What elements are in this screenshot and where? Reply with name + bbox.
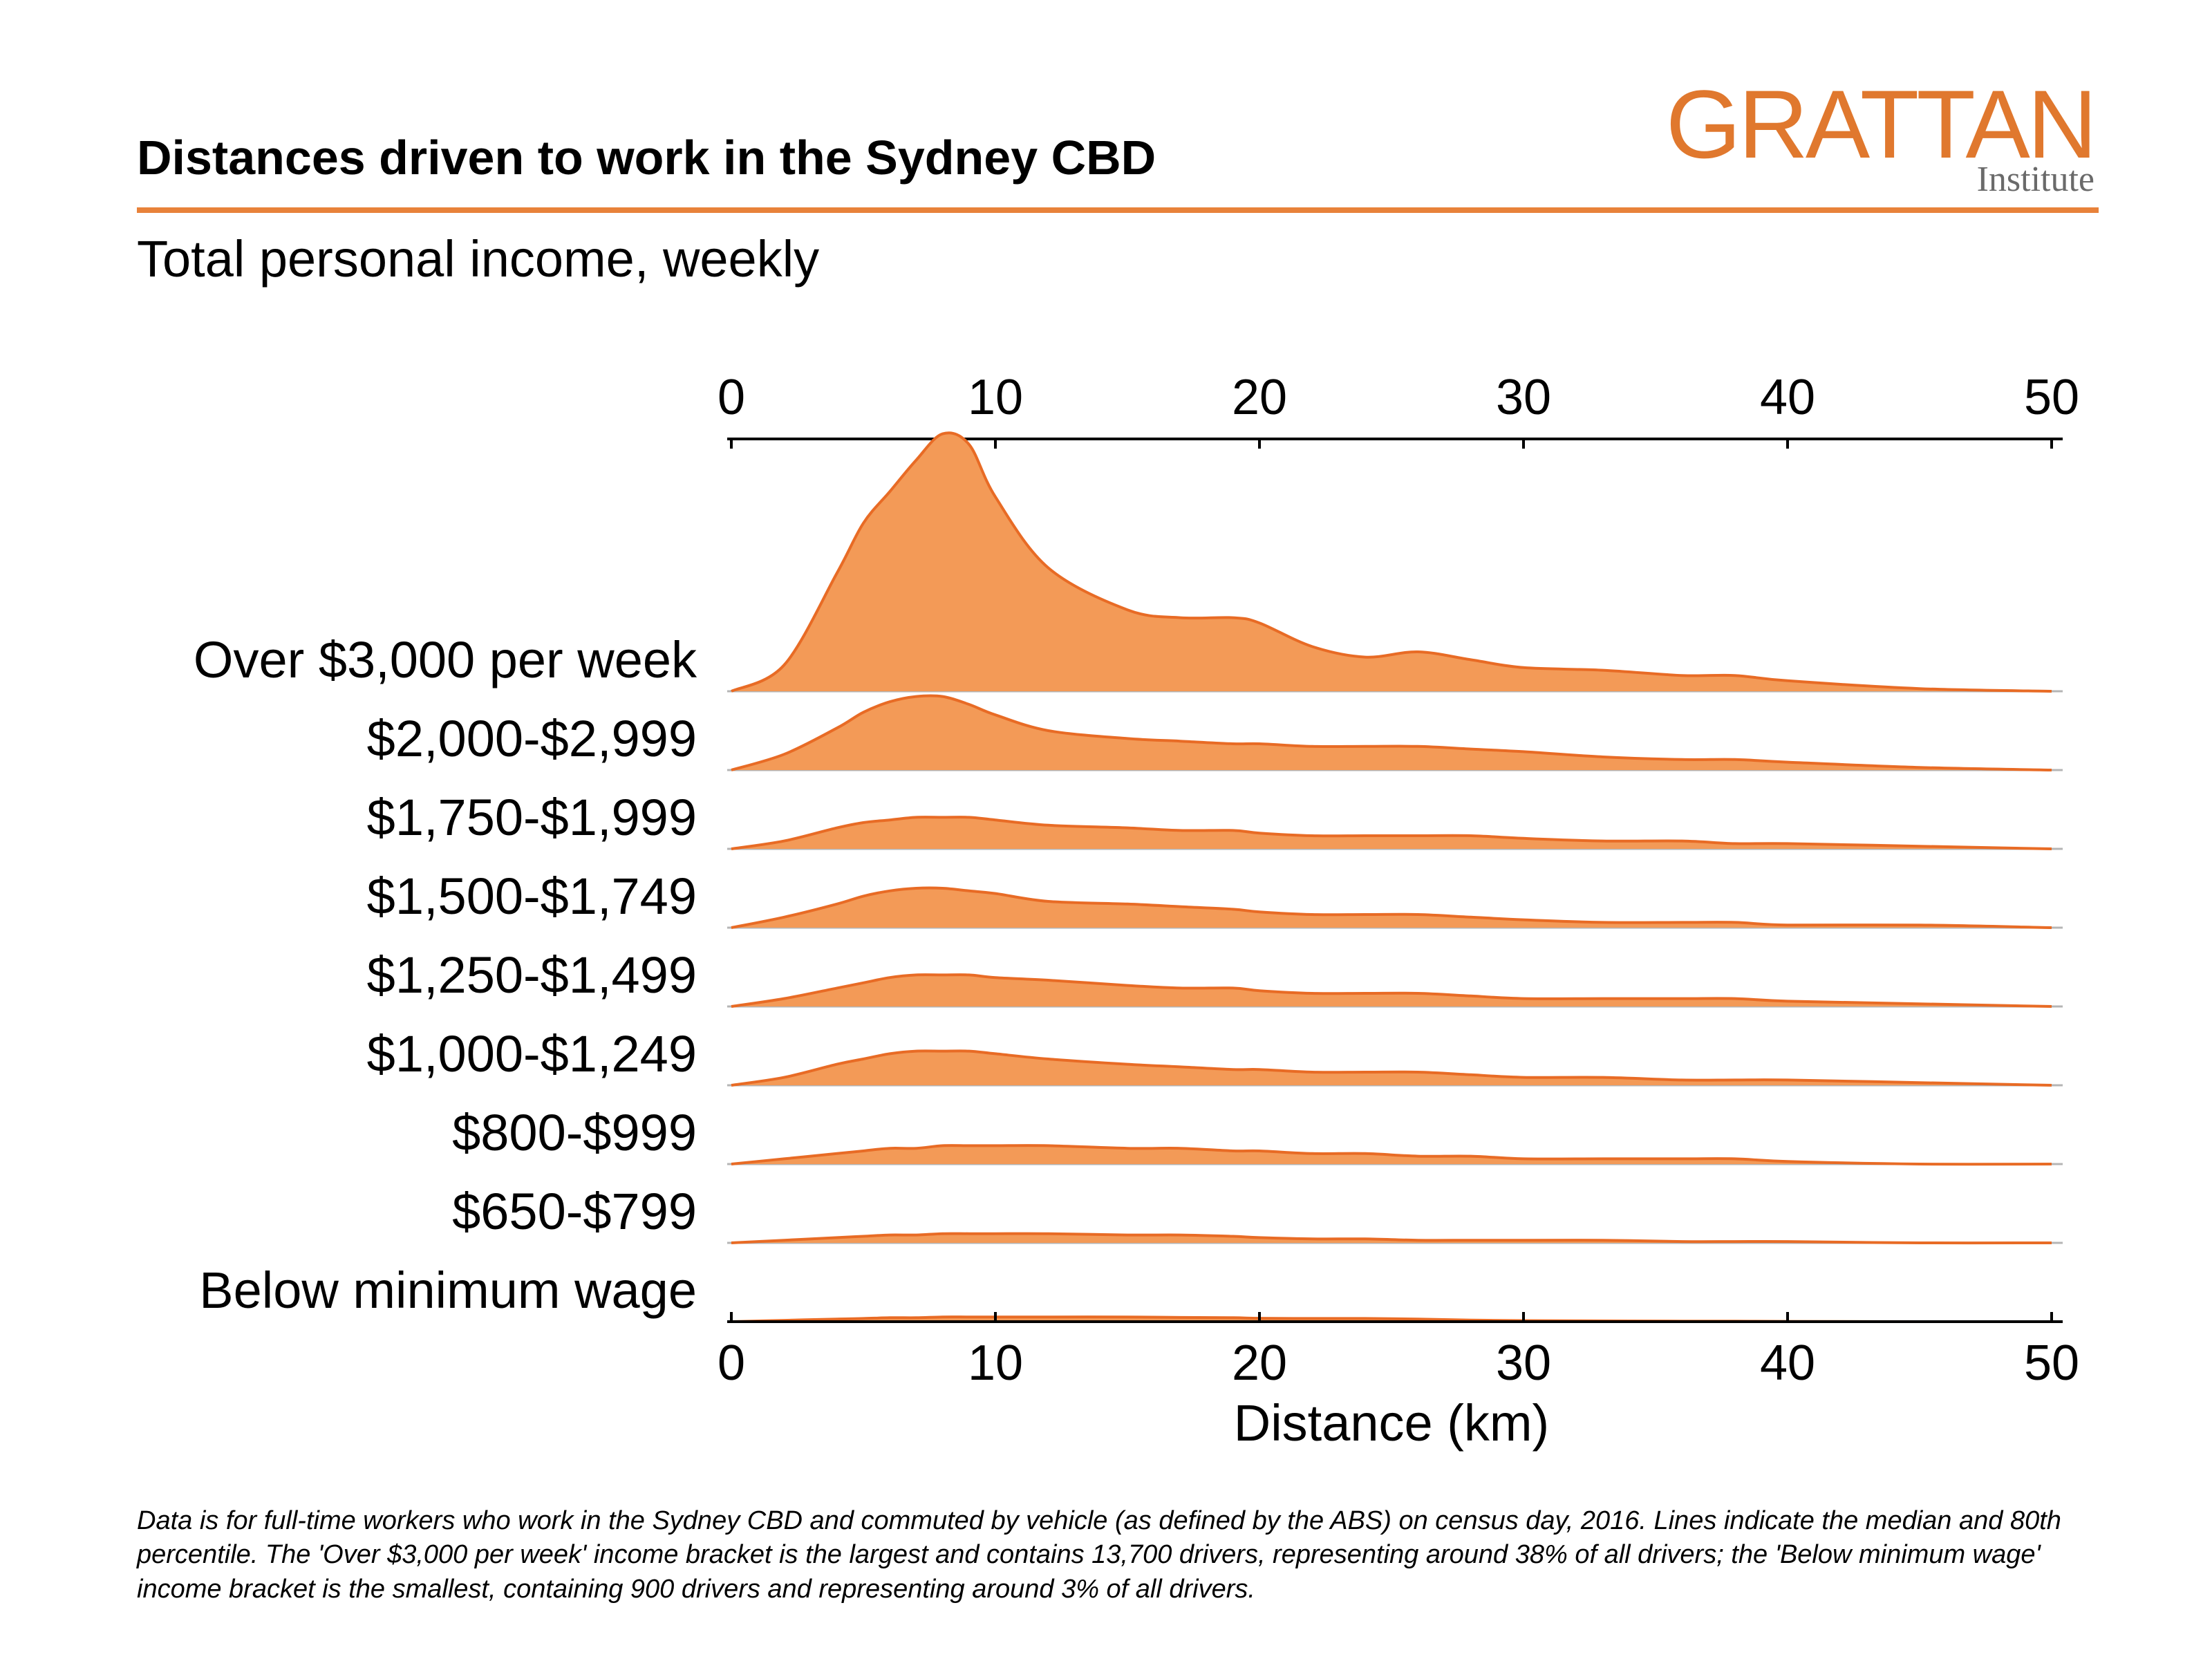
bottom-x-tick-label: 50 — [2024, 1335, 2079, 1391]
top-x-tick-label: 20 — [1232, 370, 1287, 425]
ridge-line — [731, 886, 2052, 929]
chart-title: Distances driven to work in the Sydney C… — [137, 131, 1156, 185]
title-divider — [137, 207, 2099, 213]
top-x-tick-label: 10 — [968, 370, 1023, 425]
top-x-tick-label: 40 — [1760, 370, 1815, 425]
grattan-logo: GRATTAN Institute — [1666, 76, 2097, 200]
bottom-x-tick-label: 10 — [968, 1335, 1023, 1391]
series-label: $1,000-$1,249 — [367, 1025, 697, 1082]
x-axis-title: Distance (km) — [1234, 1394, 1549, 1452]
bottom-x-tick-label: 30 — [1496, 1335, 1551, 1391]
ridge-area — [731, 433, 2052, 691]
series-label: Over $3,000 per week — [194, 631, 697, 688]
top-x-tick-label: 0 — [718, 370, 745, 425]
ridge-line — [731, 1144, 2052, 1166]
series-label: $1,750-$1,999 — [367, 789, 697, 846]
ridge-area — [731, 1233, 2052, 1244]
bottom-x-tick-label: 40 — [1760, 1335, 1815, 1391]
top-x-tick-label: 30 — [1496, 370, 1551, 425]
ridge-line — [731, 1049, 2052, 1087]
series-label: $1,500-$1,749 — [367, 868, 697, 925]
bottom-x-tick-label: 0 — [718, 1335, 745, 1391]
bottom-x-tick-label: 20 — [1232, 1335, 1287, 1391]
chart-subtitle: Total personal income, weekly — [137, 230, 820, 288]
footnote: Data is for full-time workers who work i… — [137, 1506, 2061, 1604]
ridge-line — [731, 973, 2052, 1008]
ridge-line — [731, 694, 2052, 771]
ridge-area — [731, 817, 2052, 849]
ridge-line — [731, 431, 2052, 693]
logo-wordmark: GRATTAN — [1665, 70, 2097, 178]
top-x-tick-label: 50 — [2024, 370, 2079, 425]
logo-subtitle: Institute — [1976, 160, 2094, 199]
ridge-area — [731, 1051, 2052, 1085]
series-label: $800-$999 — [452, 1104, 697, 1161]
ridge-area — [731, 888, 2052, 928]
series-label: $650-$799 — [452, 1183, 697, 1240]
series-label: $1,250-$1,499 — [367, 946, 697, 1004]
ridge-line — [731, 1232, 2052, 1245]
series-label: $2,000-$2,999 — [367, 710, 697, 767]
ridge-area — [731, 695, 2052, 770]
series-label: Below minimum wage — [199, 1262, 697, 1319]
ridge-line — [731, 816, 2052, 850]
